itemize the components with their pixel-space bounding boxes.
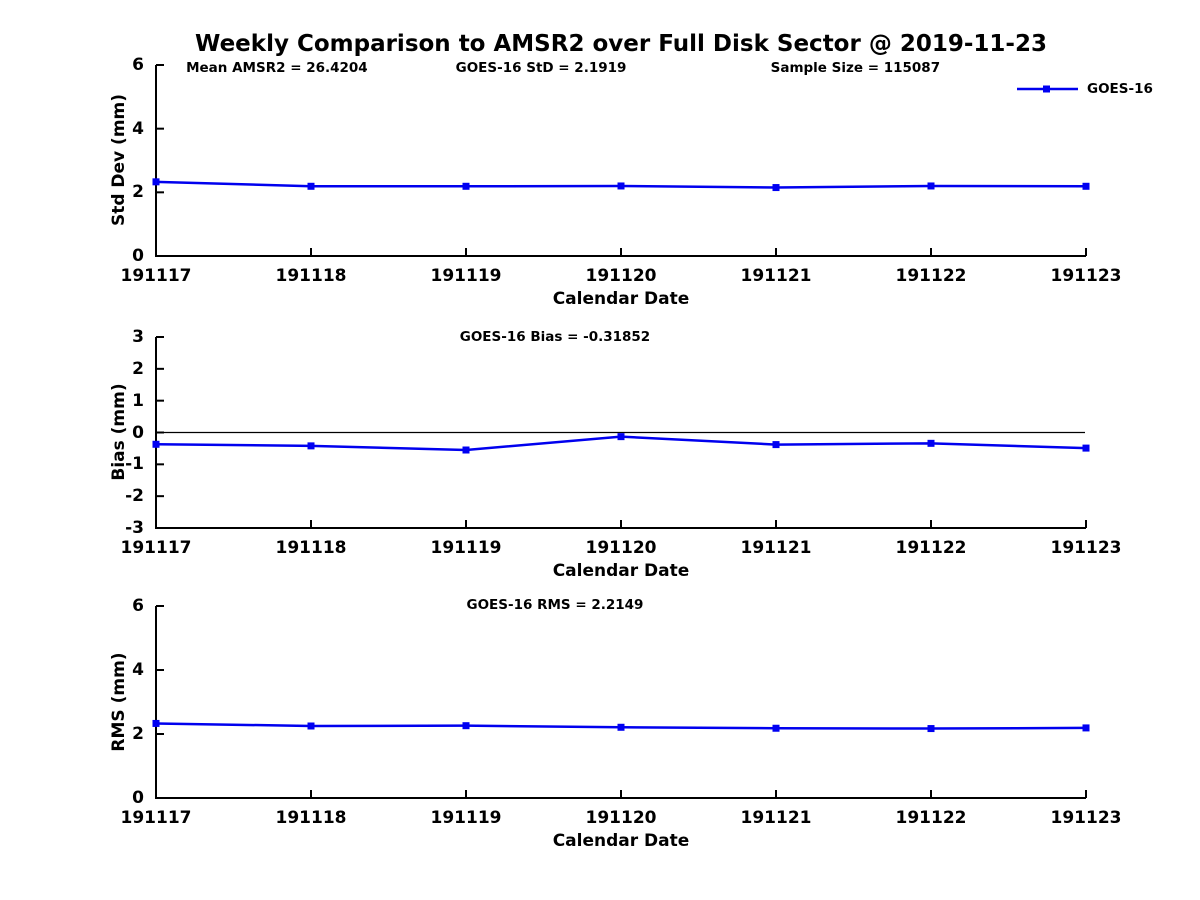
x-tick-label: 191122 <box>895 808 967 828</box>
x-tick-label: 191119 <box>430 808 502 828</box>
x-tick-label: 191122 <box>895 266 967 286</box>
annotation-goes16-bias: GOES-16 Bias = -0.31852 <box>459 329 651 345</box>
data-marker <box>927 182 935 190</box>
y-tick-label: -2 <box>125 486 144 507</box>
x-tick-label: 191117 <box>120 808 192 828</box>
data-marker <box>617 433 625 441</box>
y-tick-label: 0 <box>132 788 144 808</box>
data-marker <box>152 178 160 186</box>
chart-title: Weekly Comparison to AMSR2 over Full Dis… <box>195 31 1047 57</box>
data-marker <box>307 442 315 450</box>
legend-marker-sample <box>1043 85 1050 93</box>
data-marker <box>462 182 470 190</box>
y-tick-label: 2 <box>132 358 144 379</box>
y-tick-label: 4 <box>132 118 144 139</box>
x-tick-label: 191121 <box>740 538 812 558</box>
y-tick-label: 6 <box>132 55 144 75</box>
rms-x-axis-label: Calendar Date <box>552 831 690 851</box>
x-tick-label: 191123 <box>1050 266 1122 286</box>
data-marker <box>307 182 315 190</box>
y-tick-label: 0 <box>132 422 144 443</box>
stddev-annotation-row: Mean AMSR2 = 26.4204 GOES-16 StD = 2.191… <box>156 60 1086 77</box>
y-tick-label: -1 <box>125 454 144 475</box>
data-marker <box>462 446 470 454</box>
x-tick-label: 191123 <box>1050 538 1122 558</box>
data-marker <box>617 723 625 731</box>
annotation-sample-size: Sample Size = 115087 <box>770 60 941 76</box>
x-tick-label: 191119 <box>430 538 502 558</box>
rms-annotation-row: GOES-16 RMS = 2.2149 <box>156 597 1086 614</box>
data-marker <box>772 184 780 192</box>
y-tick-label: 2 <box>132 182 144 203</box>
y-tick-label: 1 <box>132 390 144 411</box>
legend-label-goes16: GOES-16 <box>1087 81 1153 97</box>
x-tick-label: 191118 <box>275 808 347 828</box>
annotation-mean-amsr2: Mean AMSR2 = 26.4204 <box>186 60 368 76</box>
data-marker <box>927 439 935 447</box>
data-marker <box>772 441 780 449</box>
x-tick-label: 191122 <box>895 538 967 558</box>
x-tick-label: 191118 <box>275 266 347 286</box>
bias-x-axis-label: Calendar Date <box>552 561 690 581</box>
y-tick-label: 6 <box>132 596 144 616</box>
y-tick-label: 3 <box>132 327 144 347</box>
x-tick-label: 191119 <box>430 266 502 286</box>
y-tick-label: 0 <box>132 246 144 266</box>
x-tick-label: 191123 <box>1050 808 1122 828</box>
data-marker <box>1082 724 1090 732</box>
data-marker <box>152 719 160 727</box>
data-marker <box>462 722 470 730</box>
data-marker <box>1082 444 1090 452</box>
bias-annotation-row: GOES-16 Bias = -0.31852 <box>156 329 1086 346</box>
x-tick-label: 191118 <box>275 538 347 558</box>
x-tick-label: 191121 <box>740 808 812 828</box>
stddev-x-axis-label: Calendar Date <box>552 289 690 309</box>
data-marker <box>617 182 625 190</box>
y-tick-label: -3 <box>125 518 144 538</box>
data-marker <box>772 724 780 732</box>
annotation-goes16-std: GOES-16 StD = 2.1919 <box>455 60 627 76</box>
x-tick-label: 191121 <box>740 266 812 286</box>
x-tick-label: 191117 <box>120 538 192 558</box>
annotation-goes16-rms: GOES-16 RMS = 2.2149 <box>466 597 644 613</box>
x-tick-label: 191120 <box>585 266 657 286</box>
x-tick-label: 191120 <box>585 808 657 828</box>
x-tick-label: 191120 <box>585 538 657 558</box>
data-marker <box>307 722 315 730</box>
y-tick-label: 4 <box>132 660 144 680</box>
stddev-y-axis-label: Std Dev (mm) <box>109 93 129 227</box>
data-marker <box>152 440 160 448</box>
y-tick-label: 2 <box>132 724 144 744</box>
data-marker <box>1082 182 1090 190</box>
x-tick-label: 191117 <box>120 266 192 286</box>
data-marker <box>927 725 935 733</box>
